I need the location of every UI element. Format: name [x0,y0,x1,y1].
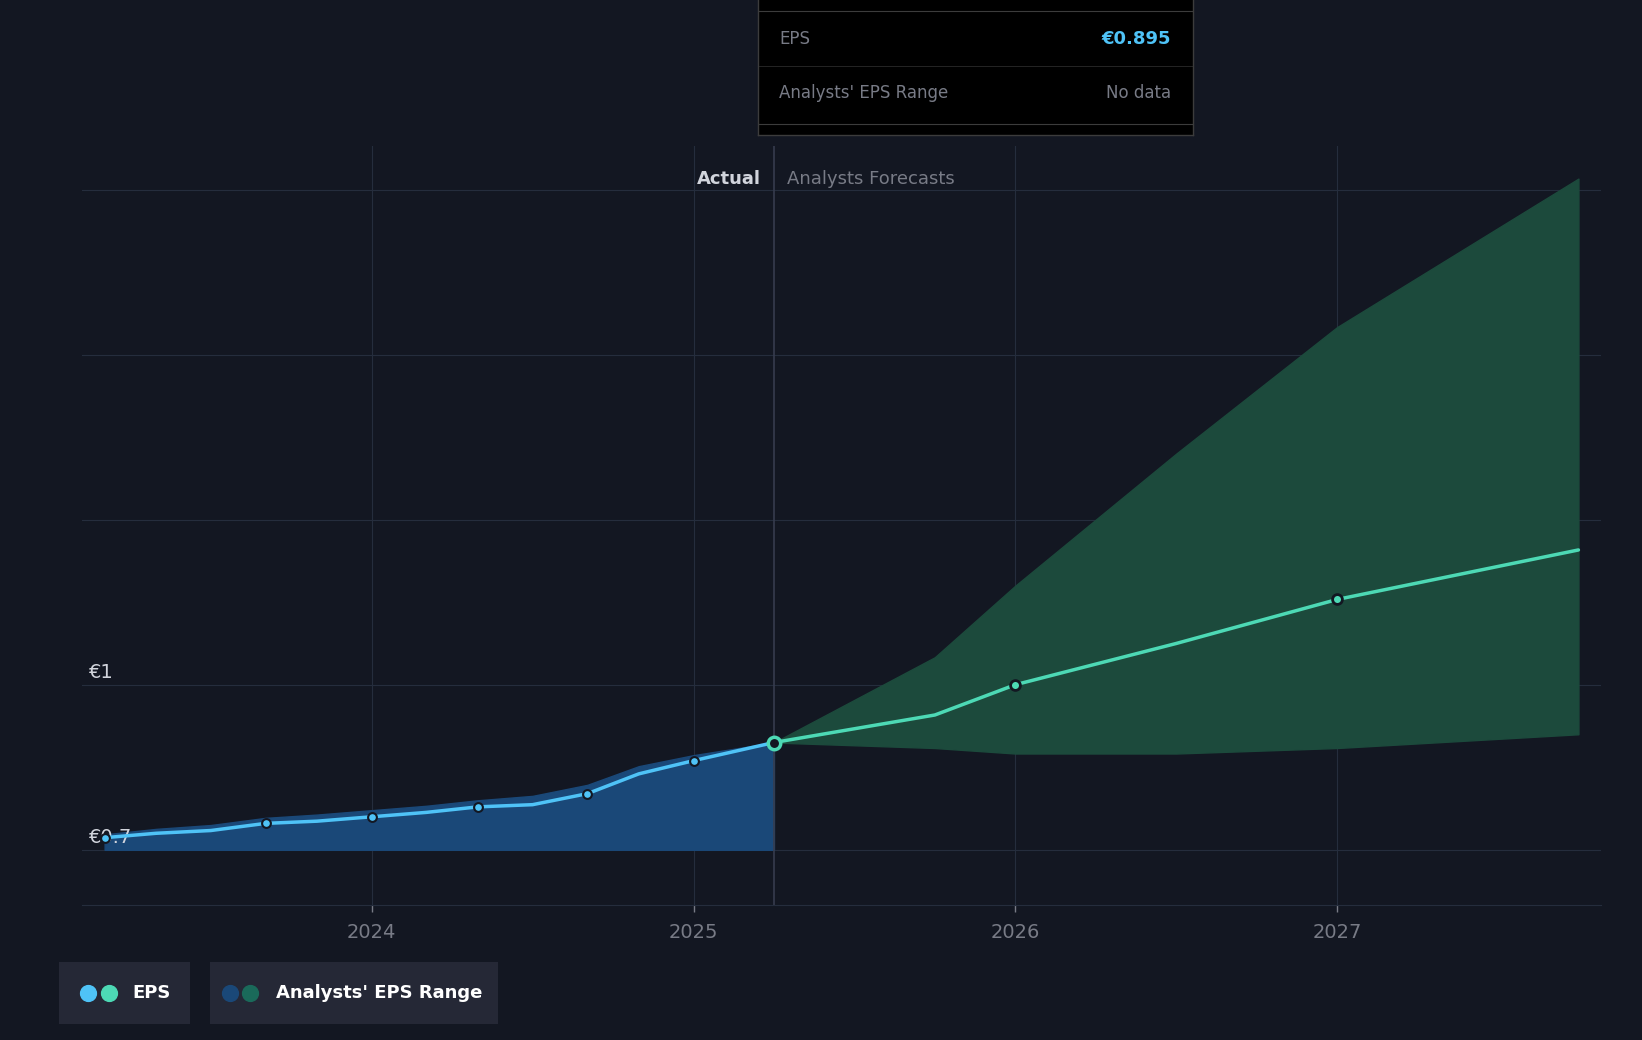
Point [76,985,102,1002]
Point [217,985,243,1002]
Point [1002,676,1028,693]
Text: €0.7: €0.7 [89,828,131,847]
Point [575,785,601,802]
Point [760,734,787,751]
Point [92,829,118,846]
Point [358,808,384,825]
Text: Actual: Actual [698,171,762,188]
Point [760,734,787,751]
Text: Analysts Forecasts: Analysts Forecasts [787,171,954,188]
Text: Analysts' EPS Range: Analysts' EPS Range [276,984,483,1003]
Point [253,815,279,832]
Text: EPS: EPS [780,30,810,48]
Point [95,985,122,1002]
Text: Analysts' EPS Range: Analysts' EPS Range [780,84,949,102]
Point [1323,591,1350,607]
Point [238,985,264,1002]
Text: €0.895: €0.895 [1102,30,1171,48]
Text: €1: €1 [89,662,113,682]
Text: No data: No data [1105,84,1171,102]
Point [680,752,706,769]
Point [465,799,491,815]
Text: EPS: EPS [133,984,171,1003]
